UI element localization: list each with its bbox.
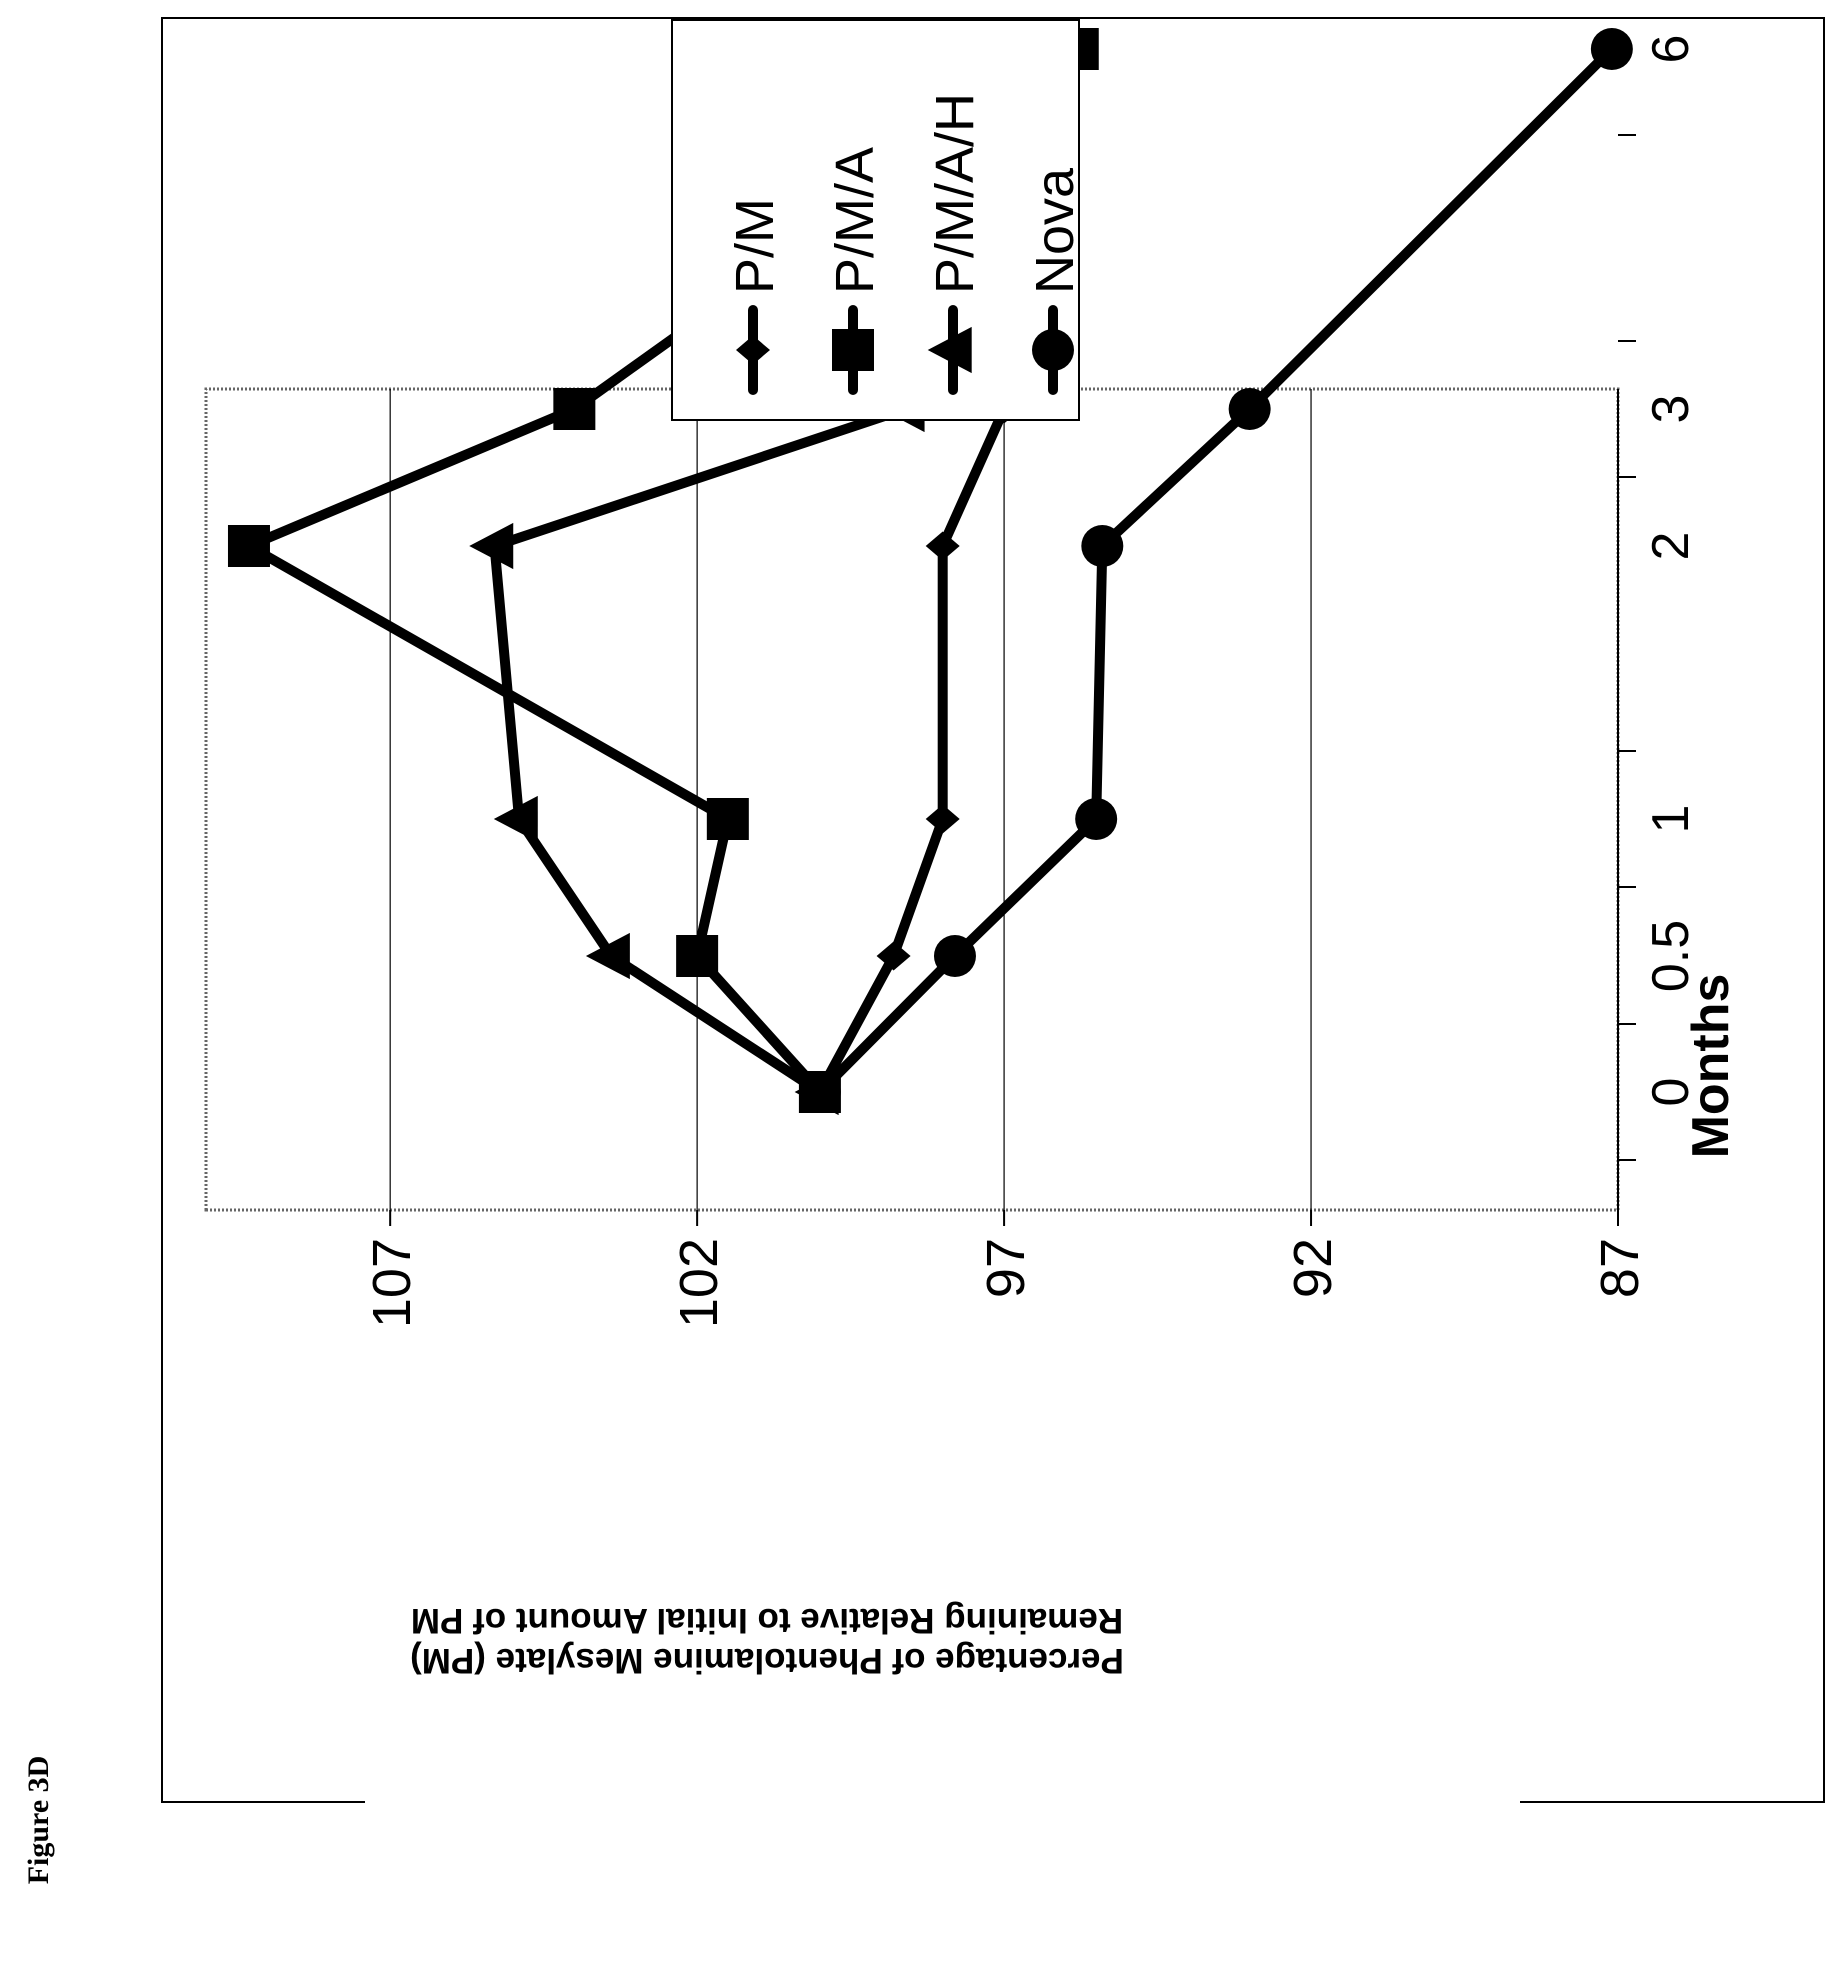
x-tick-label: 0 — [1642, 1078, 1700, 1107]
data-point-nova — [1081, 525, 1124, 567]
x-tick-label: 3 — [1642, 395, 1700, 424]
data-point-nova — [798, 1071, 841, 1113]
rotated-chart: 87 92 97 102 107 0 0.5 1 2 3 6 Months Percentage o… — [204, 19, 1740, 1680]
data-point-p-m-a — [553, 388, 596, 430]
data-point-p-m-a-h — [493, 795, 538, 843]
legend-marker-p-m-a — [832, 329, 874, 371]
y-axis-label-line-2: Remaining Relative to Initial Amount of … — [411, 1601, 1123, 1640]
series-line-nova — [814, 44, 1617, 1097]
y-tick-label: 92 — [1283, 1238, 1343, 1298]
legend-marker-p-m — [736, 335, 770, 365]
legend-label-nova: Nova — [1025, 167, 1085, 294]
data-point-nova — [1590, 28, 1633, 70]
legend-label-p-m-a-h: P/M/A/H — [925, 93, 985, 294]
tick-labels: 87 92 97 102 107 0 0.5 1 2 3 6 — [362, 35, 1700, 1329]
chart-frame — [161, 17, 1825, 1803]
data-point-p-m-a — [227, 525, 270, 567]
data-point-p-m — [876, 941, 911, 971]
legend-box — [671, 19, 1080, 421]
series-line-p-m-a — [243, 44, 1083, 1097]
y-tick-label: 97 — [976, 1238, 1036, 1298]
y-tick-label: 107 — [362, 1238, 422, 1328]
data-point-p-m — [925, 804, 960, 834]
data-point-nova — [1228, 388, 1271, 430]
legend-item-p-m-a-h: P/M/A/H — [925, 93, 985, 395]
x-tick-label: 6 — [1642, 35, 1700, 64]
data-point-p-m — [925, 531, 960, 561]
data-point-p-m-a — [676, 935, 719, 977]
y-tick-label: 87 — [1590, 1238, 1650, 1298]
x-tick-label: 2 — [1642, 532, 1700, 561]
legend: P/M P/M/A P/M/A/H Nova — [671, 19, 1085, 421]
y-tick-label: 102 — [669, 1238, 729, 1328]
legend-label-p-m: P/M — [725, 198, 785, 294]
legend-item-p-m-a: P/M/A — [825, 147, 885, 395]
data-point-nova — [933, 935, 976, 977]
data-point-p-m-a — [706, 798, 749, 840]
legend-item-p-m: P/M — [725, 198, 785, 395]
axes — [389, 134, 1636, 1226]
data-point-p-m-a-h — [585, 932, 630, 980]
x-axis-label: Months — [1682, 974, 1740, 1159]
plot-area — [204, 387, 1620, 1212]
legend-label-p-m-a: P/M/A — [825, 147, 885, 294]
y-axis-label-line-1: Percentage of Phentolamine Mesylate (PM) — [410, 1641, 1124, 1680]
series-nova — [798, 28, 1633, 1113]
legend-marker-p-m-a-h — [927, 326, 972, 374]
data-point-nova — [1075, 798, 1118, 840]
x-tick-label: 0.5 — [1642, 920, 1700, 992]
x-tick-label: 1 — [1642, 805, 1700, 834]
legend-marker-nova — [1032, 329, 1074, 371]
figure-label: Figure 3D — [22, 1756, 55, 1885]
data-point-p-m-a-h — [469, 522, 514, 570]
legend-item-nova: Nova — [1025, 167, 1085, 395]
